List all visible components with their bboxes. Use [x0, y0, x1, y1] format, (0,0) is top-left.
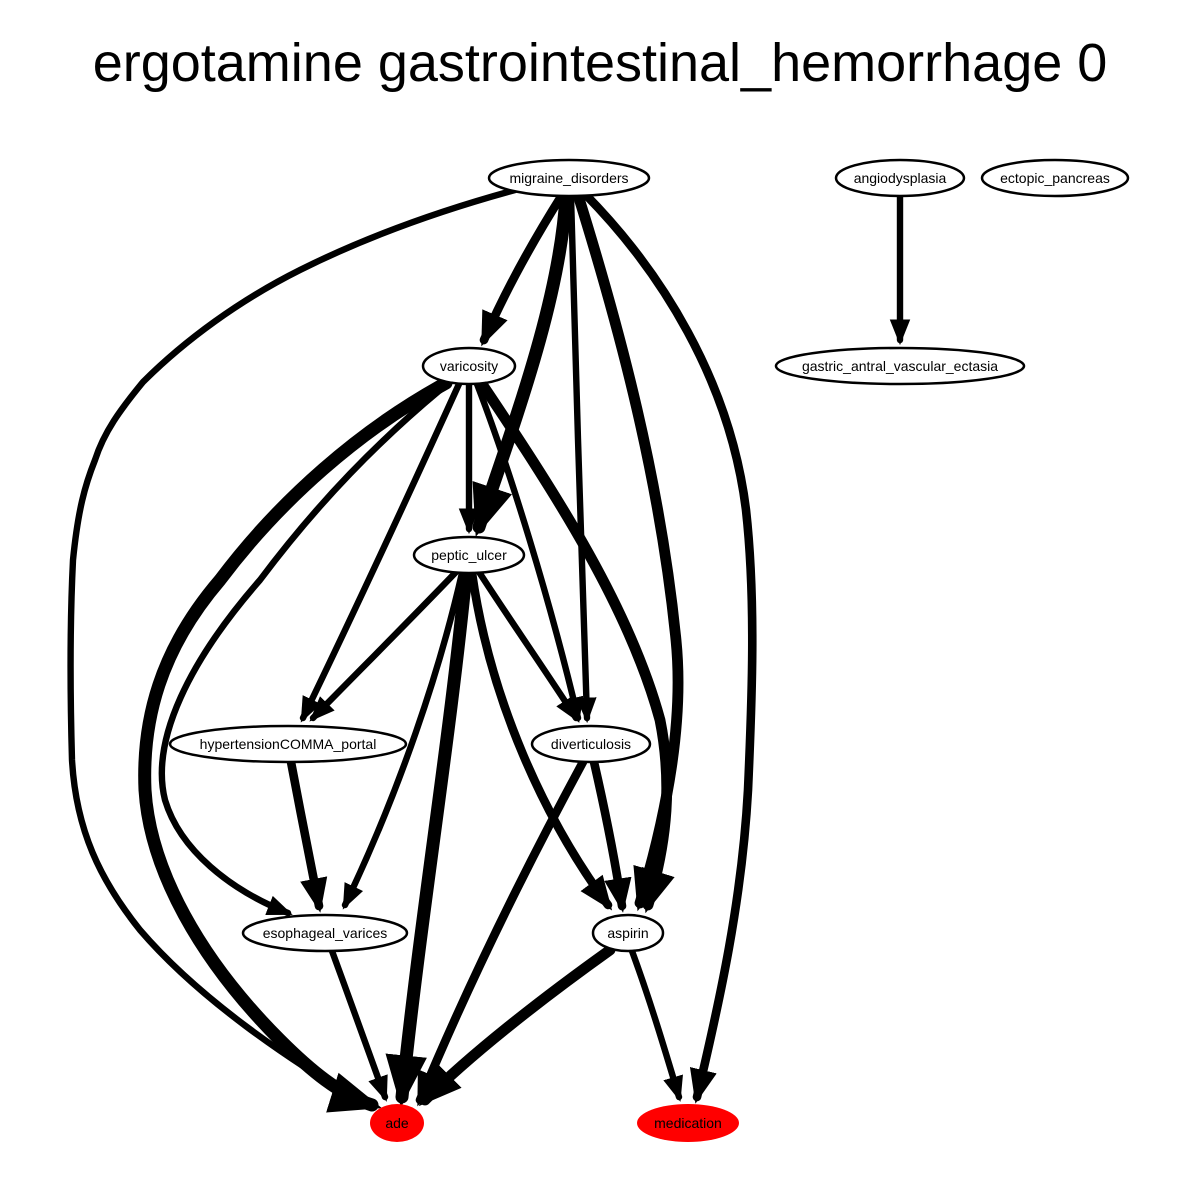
edge-diverticulosis-to-aspirin — [589, 757, 632, 913]
edge-peptic_ulcer-to-ade — [385, 566, 473, 1108]
edge-varicosity-to-esophageal_varices — [158, 386, 444, 917]
edge-hypertensionCOMMA_portal-to-esophageal_varices — [286, 757, 328, 913]
edge-aspirin-to-ade — [418, 944, 616, 1107]
node-shape-medication — [637, 1104, 739, 1142]
node-aspirin: aspirin — [591, 913, 665, 953]
edge-aspirin-to-medication — [628, 947, 683, 1102]
edge-peptic_ulcer-to-esophageal_varices — [341, 569, 466, 910]
node-label-peptic_ulcer: peptic_ulcer — [431, 547, 507, 563]
edge-esophageal_varices-to-ade — [328, 947, 389, 1102]
node-label-varicosity: varicosity — [440, 358, 498, 374]
node-label-gastric_antral_vascular_ectasia: gastric_antral_vascular_ectasia — [802, 358, 998, 374]
node-label-angiodysplasia: angiodysplasia — [854, 170, 947, 186]
edge-peptic_ulcer-to-hypertensionCOMMA_portal — [309, 568, 460, 722]
node-label-medication: medication — [654, 1115, 722, 1131]
page-title: ergotamine gastrointestinal_hemorrhage 0 — [92, 33, 1108, 93]
node-esophageal_varices: esophageal_varices — [241, 913, 409, 953]
node-migraine_disorders: migraine_disorders — [487, 158, 651, 198]
node-ectopic_pancreas: ectopic_pancreas — [980, 158, 1130, 198]
edge-peptic_ulcer-to-aspirin — [467, 568, 613, 911]
node-shape-aspirin — [591, 913, 665, 953]
edge-varicosity-to-diverticulosis — [473, 380, 584, 723]
edge-migraine_disorders-to-ade — [67, 186, 519, 1107]
node-label-aspirin: aspirin — [607, 925, 648, 941]
edge-migraine_disorders-to-medication — [580, 189, 757, 1104]
node-label-diverticulosis: diverticulosis — [551, 736, 631, 752]
edge-diverticulosis-to-ade — [415, 757, 588, 1107]
node-shape-varicosity — [421, 346, 517, 386]
nodes-layer: migraine_disorders angiodysplasia ectopic_… — [168, 158, 1130, 1142]
node-shape-diverticulosis — [530, 724, 652, 764]
node-label-hypertensionCOMMA_portal: hypertensionCOMMA_portal — [200, 736, 377, 752]
node-shape-gastric_antral_vascular_ectasia — [774, 346, 1026, 386]
edge-peptic_ulcer-to-diverticulosis — [475, 568, 580, 723]
node-label-esophageal_varices: esophageal_varices — [263, 925, 388, 941]
node-shape-ade — [370, 1104, 424, 1142]
edge-migraine_disorders-to-varicosity — [479, 190, 567, 347]
node-shape-migraine_disorders — [487, 158, 651, 198]
edge-varicosity-to-aspirin — [476, 378, 675, 914]
node-shape-peptic_ulcer — [412, 535, 526, 575]
node-label-migraine_disorders: migraine_disorders — [509, 170, 628, 186]
edges-layer — [67, 186, 911, 1113]
edge-migraine_disorders-to-peptic_ulcer — [472, 189, 573, 537]
edge-varicosity-to-ade — [138, 376, 453, 1113]
node-shape-hypertensionCOMMA_portal — [168, 724, 408, 764]
node-gastric_antral_vascular_ectasia: gastric_antral_vascular_ectasia — [774, 346, 1026, 386]
node-hypertensionCOMMA_portal: hypertensionCOMMA_portal — [168, 724, 408, 764]
node-medication: medication — [637, 1104, 739, 1142]
node-angiodysplasia: angiodysplasia — [834, 158, 966, 198]
node-shape-angiodysplasia — [834, 158, 966, 198]
node-diverticulosis: diverticulosis — [530, 724, 652, 764]
node-shape-ectopic_pancreas — [980, 158, 1130, 198]
node-peptic_ulcer: peptic_ulcer — [412, 535, 526, 575]
edge-varicosity-to-hypertensionCOMMA_portal — [299, 380, 463, 723]
node-label-ade: ade — [385, 1115, 409, 1131]
node-shape-esophageal_varices — [241, 913, 409, 953]
node-label-ectopic_pancreas: ectopic_pancreas — [1000, 170, 1110, 186]
node-ade: ade — [370, 1104, 424, 1142]
edge-migraine_disorders-to-diverticulosis — [567, 192, 597, 724]
node-varicosity: varicosity — [421, 346, 517, 386]
